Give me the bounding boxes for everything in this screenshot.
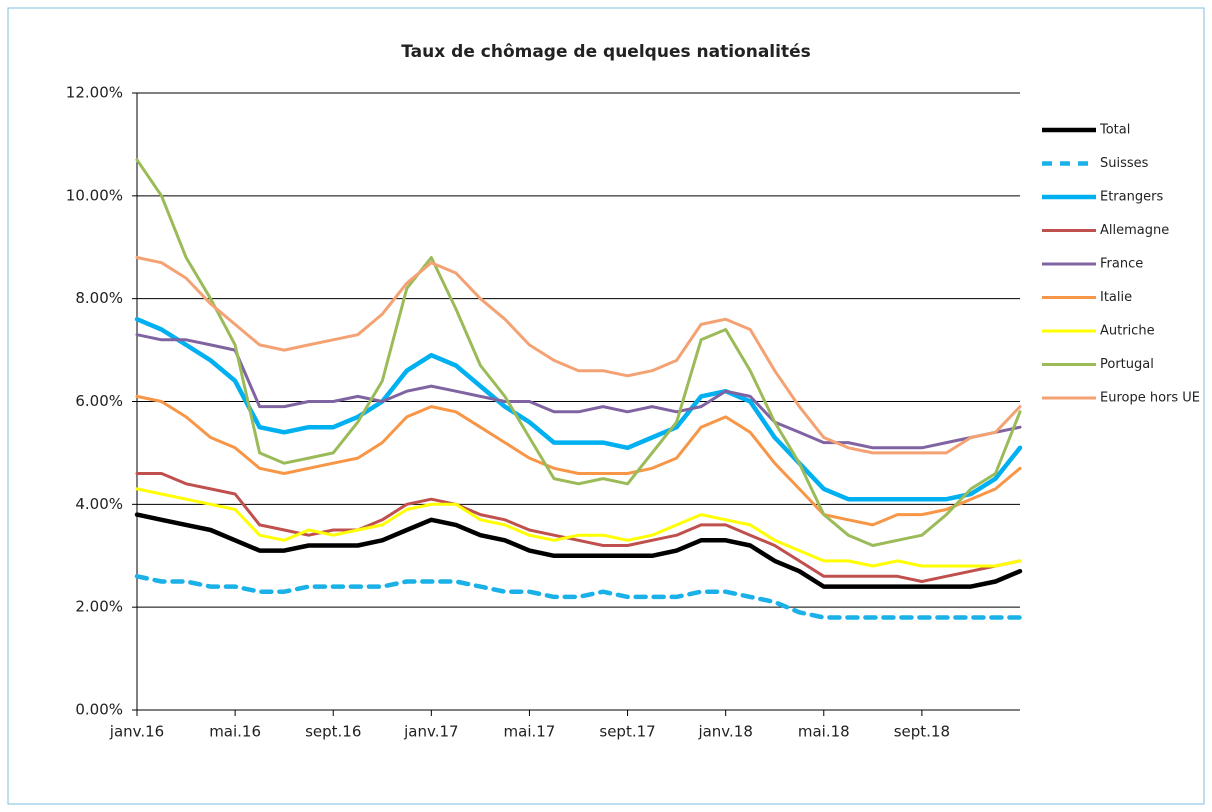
series-line (134, 512, 1023, 589)
series-line (135, 158, 1022, 547)
chart-title: Taux de chômage de quelques nationalités (401, 42, 810, 62)
legend-label: Italie (1100, 290, 1132, 305)
y-tick-label: 2.00% (75, 598, 123, 616)
y-tick-label: 6.00% (75, 392, 123, 410)
legend-label: Europe hors UE (1100, 391, 1200, 406)
x-tick-label: janv.18 (697, 723, 752, 741)
x-tick-label: sept.17 (599, 723, 655, 741)
y-tick-label: 10.00% (66, 186, 123, 204)
x-tick-label: janv.17 (403, 723, 458, 741)
legend-label: Portugal (1100, 357, 1154, 372)
legend-label: Suisses (1100, 156, 1149, 171)
series-line (134, 316, 1023, 502)
series-line (134, 574, 1023, 620)
legend-label: Allemagne (1100, 223, 1169, 238)
legend-label: France (1100, 257, 1143, 272)
legend-label: Total (1099, 123, 1130, 138)
y-tick-label: 4.00% (75, 495, 123, 513)
series-line (135, 472, 1022, 583)
legend-label: Autriche (1100, 324, 1155, 339)
series-line (135, 487, 1022, 568)
y-tick-label: 8.00% (75, 289, 123, 307)
series-line (135, 333, 1022, 450)
series-line (135, 394, 1022, 527)
series-line (135, 256, 1022, 455)
x-tick-label: mai.17 (504, 723, 556, 741)
y-tick-label: 0.00% (75, 701, 123, 719)
legend-label: Etrangers (1100, 190, 1163, 205)
x-tick-label: janv.16 (109, 723, 164, 741)
y-tick-label: 12.00% (66, 84, 123, 102)
x-tick-label: mai.18 (798, 723, 850, 741)
x-tick-label: sept.18 (894, 723, 950, 741)
x-tick-label: sept.16 (305, 723, 361, 741)
x-tick-label: mai.16 (209, 723, 261, 741)
